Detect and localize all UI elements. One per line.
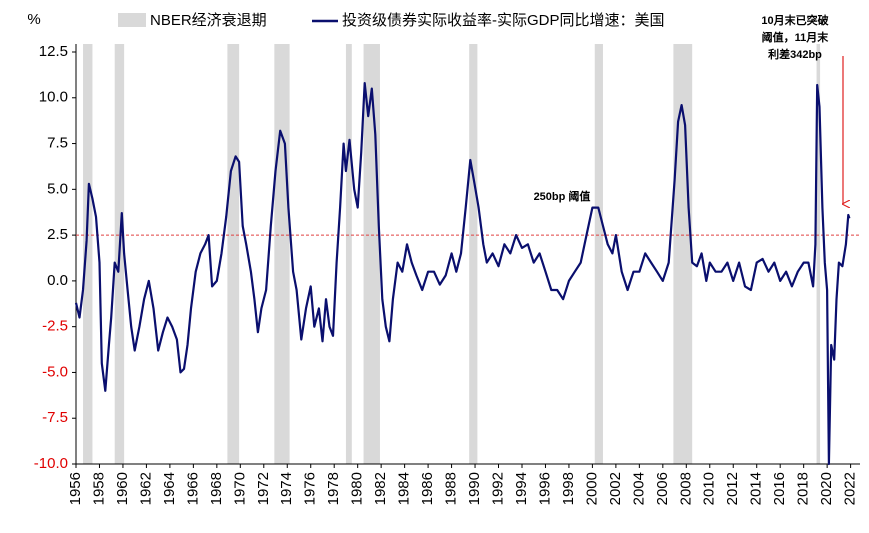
x-tick-label: 1974 <box>278 472 295 505</box>
legend-label: NBER经济衰退期 <box>150 12 267 29</box>
annotation: 10月末已突破 <box>761 13 828 27</box>
x-tick-label: 1996 <box>536 472 553 505</box>
x-tick-label: 1992 <box>489 472 506 505</box>
y-tick-label: -2.5 <box>42 318 68 335</box>
x-tick-label: 1982 <box>372 472 389 505</box>
x-tick-label: 1986 <box>419 472 436 505</box>
x-tick-label: 1994 <box>513 472 530 505</box>
x-tick-label: 1962 <box>137 472 154 505</box>
x-tick-label: 1964 <box>161 472 178 505</box>
recession-band <box>345 44 352 464</box>
x-tick-label: 2008 <box>677 472 694 505</box>
x-tick-label: 1970 <box>231 472 248 505</box>
annotation: 阈值，11月末 <box>762 30 830 44</box>
x-tick-label: 2010 <box>701 472 718 505</box>
recession-band <box>274 44 290 464</box>
x-tick-label: 1966 <box>184 472 201 505</box>
x-tick-label: 2004 <box>630 472 647 505</box>
y-tick-label: -10.0 <box>34 455 68 472</box>
y-tick-label: 2.5 <box>47 226 68 243</box>
y-tick-label: -5.0 <box>42 363 68 380</box>
x-tick-label: 2020 <box>818 472 835 505</box>
x-tick-label: 1960 <box>114 472 131 505</box>
y-tick-label: -7.5 <box>42 409 68 426</box>
recession-band <box>469 44 478 464</box>
annotation: 利差342bp <box>768 47 822 61</box>
recession-band <box>227 44 240 464</box>
x-tick-label: 1990 <box>466 472 483 505</box>
x-tick-label: 2006 <box>654 472 671 505</box>
x-tick-label: 1968 <box>208 472 225 505</box>
legend-label: 投资级债券实际收益率-实际GDP同比增速：美国 <box>342 12 665 29</box>
recession-band <box>83 44 93 464</box>
legend-swatch <box>118 13 146 27</box>
x-tick-label: 1978 <box>325 472 342 505</box>
recession-band <box>363 44 380 464</box>
x-tick-label: 1988 <box>443 472 460 505</box>
y-tick-label: 0.0 <box>47 272 68 289</box>
y-tick-label: 7.5 <box>47 135 68 152</box>
recession-band <box>594 44 603 464</box>
data-line <box>74 82 851 466</box>
x-tick-label: 2016 <box>771 472 788 505</box>
recession-band <box>816 44 821 464</box>
threshold-label: 250bp 阈值 <box>534 189 591 203</box>
x-tick-label: 2014 <box>748 472 765 505</box>
x-tick-label: 1984 <box>396 472 413 505</box>
x-tick-label: 1976 <box>302 472 319 505</box>
x-tick-label: 1980 <box>349 472 366 505</box>
x-tick-label: 1958 <box>90 472 107 505</box>
y-unit: % <box>27 11 40 28</box>
x-tick-label: 2012 <box>724 472 741 505</box>
x-tick-label: 2022 <box>842 472 859 505</box>
x-tick-label: 1956 <box>67 472 84 505</box>
y-tick-label: 10.0 <box>39 89 68 106</box>
x-tick-label: 2002 <box>607 472 624 505</box>
x-tick-label: 2018 <box>795 472 812 505</box>
recession-band <box>673 44 693 464</box>
x-tick-label: 1998 <box>560 472 577 505</box>
y-tick-label: 5.0 <box>47 180 68 197</box>
x-tick-label: 2000 <box>583 472 600 505</box>
y-tick-label: 12.5 <box>39 43 68 60</box>
x-tick-label: 1972 <box>255 472 272 505</box>
